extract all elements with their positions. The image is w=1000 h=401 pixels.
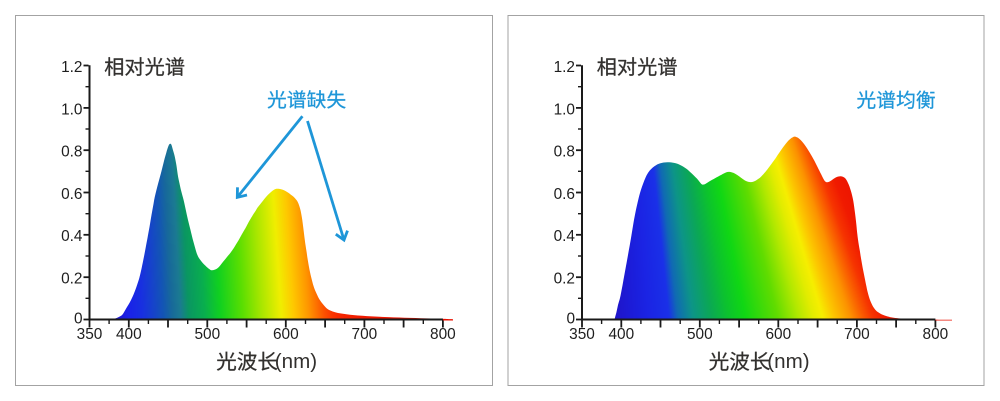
svg-text:1.2: 1.2 — [61, 59, 82, 76]
svg-text:350: 350 — [569, 326, 595, 343]
svg-text:0.2: 0.2 — [61, 271, 82, 288]
svg-text:800: 800 — [923, 326, 949, 343]
svg-text:0.6: 0.6 — [554, 186, 575, 203]
svg-text:0.8: 0.8 — [554, 144, 575, 161]
svg-text:700: 700 — [352, 326, 378, 343]
svg-text:(nm): (nm) — [767, 350, 809, 373]
svg-text:350: 350 — [77, 326, 103, 343]
svg-text:0.2: 0.2 — [554, 271, 575, 288]
svg-text:0.4: 0.4 — [61, 228, 83, 245]
svg-text:500: 500 — [687, 326, 713, 343]
svg-text:700: 700 — [844, 326, 870, 343]
svg-text:400: 400 — [608, 326, 634, 343]
svg-text:1.0: 1.0 — [554, 101, 575, 118]
svg-text:0.8: 0.8 — [61, 144, 82, 161]
svg-text:1.2: 1.2 — [554, 59, 575, 76]
svg-text:1.0: 1.0 — [61, 101, 82, 118]
svg-text:0.4: 0.4 — [554, 228, 576, 245]
svg-text:600: 600 — [765, 326, 791, 343]
svg-text:400: 400 — [116, 326, 142, 343]
svg-text:800: 800 — [430, 326, 456, 343]
svg-text:500: 500 — [194, 326, 220, 343]
svg-text:0.6: 0.6 — [61, 186, 82, 203]
svg-text:600: 600 — [273, 326, 299, 343]
svg-text:0: 0 — [74, 310, 83, 327]
svg-text:0: 0 — [566, 310, 575, 327]
svg-text:(nm): (nm) — [275, 350, 317, 373]
